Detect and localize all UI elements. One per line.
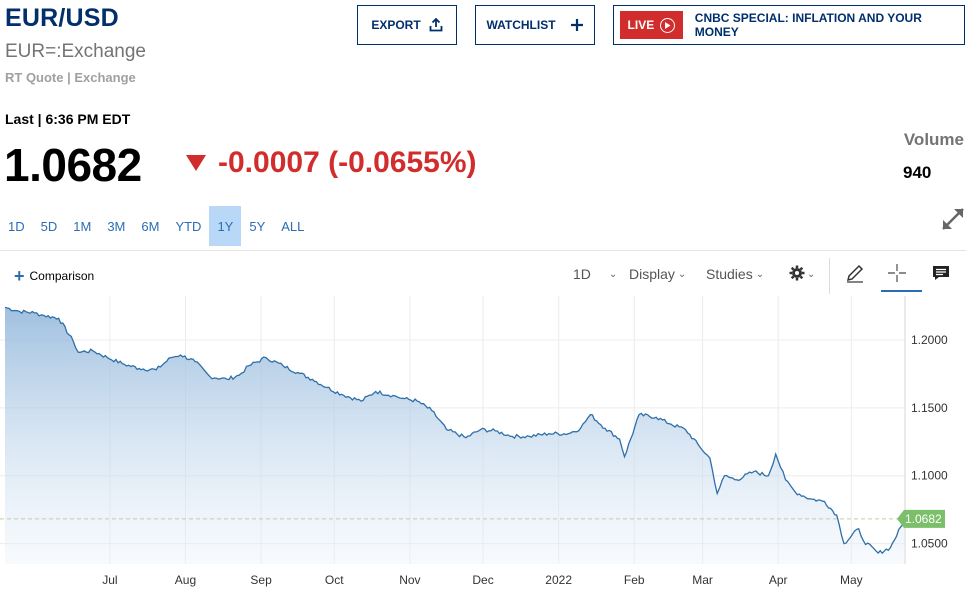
- watchlist-label: WATCHLIST: [486, 18, 556, 32]
- range-3m[interactable]: 3M: [107, 218, 126, 234]
- range-ytd[interactable]: YTD: [175, 218, 202, 234]
- price-line: [4, 306, 906, 555]
- last-trade-time: Last | 6:36 PM EDT: [5, 111, 131, 127]
- gear-icon: [789, 265, 805, 284]
- play-circle-icon: [660, 17, 676, 33]
- interval-dropdown[interactable]: 1D ⌄: [573, 266, 617, 282]
- watchlist-button[interactable]: WATCHLIST: [475, 5, 595, 45]
- x-tick-label: Nov: [399, 573, 420, 587]
- upload-icon: [429, 18, 443, 32]
- volume-label: Volume: [903, 130, 964, 149]
- live-stream-button[interactable]: LIVE CNBC SPECIAL: INFLATION AND YOUR MO…: [613, 5, 965, 45]
- volume-value: 940: [903, 163, 932, 182]
- range-1m[interactable]: 1M: [73, 218, 92, 234]
- display-dropdown[interactable]: Display ⌄: [629, 266, 686, 282]
- x-tick-label: Apr: [769, 573, 788, 587]
- comment-icon[interactable]: [928, 262, 954, 284]
- x-tick-label: Mar: [692, 573, 713, 587]
- plus-icon: +: [14, 266, 25, 286]
- interval-value: 1D: [573, 266, 591, 282]
- live-title: CNBC SPECIAL: INFLATION AND YOUR MONEY: [694, 11, 922, 39]
- live-badge: LIVE: [620, 11, 683, 39]
- toolbar-divider: [829, 258, 830, 294]
- down-arrow-icon: [186, 155, 206, 171]
- price-chart[interactable]: 1.0500 1.1000 1.1500 1.2000 Jul Aug Sep Oct Nov…: [0, 296, 980, 592]
- range-1y[interactable]: 1Y: [209, 206, 242, 246]
- divider: [0, 250, 966, 251]
- studies-dropdown[interactable]: Studies ⌄: [706, 266, 764, 282]
- chevron-down-icon: ⌄: [677, 268, 687, 280]
- settings-dropdown[interactable]: ⌄: [789, 265, 815, 284]
- chevron-down-icon: ⌄: [608, 268, 618, 280]
- y-tick-label: 1.0500: [911, 537, 948, 551]
- price-change-value: -0.0007 (-0.0655%): [218, 146, 477, 179]
- last-price: 1.0682: [4, 139, 142, 191]
- x-tick-label: Oct: [325, 573, 344, 587]
- current-price-tag: 1.0682: [897, 509, 945, 528]
- exchange-label: EUR=:Exchange: [5, 41, 146, 62]
- range-all[interactable]: ALL: [281, 218, 305, 234]
- expand-arrows-icon[interactable]: [940, 206, 966, 232]
- x-tick-label: Feb: [624, 573, 645, 587]
- export-label: EXPORT: [371, 18, 421, 32]
- plus-icon: [570, 18, 584, 32]
- x-tick-label: Sep: [250, 573, 272, 587]
- price-change: -0.0007 (-0.0655%): [186, 146, 477, 180]
- comparison-label: Comparison: [29, 269, 95, 283]
- active-tool-indicator: [881, 290, 922, 292]
- price-area: [5, 307, 905, 564]
- y-tick-label: 1.2000: [911, 333, 948, 347]
- x-tick-label: 2022: [545, 573, 572, 587]
- range-6m[interactable]: 6M: [141, 218, 160, 234]
- symbol-title: EUR/USD: [5, 4, 119, 32]
- y-tick-label: 1.1500: [911, 401, 948, 415]
- pencil-icon[interactable]: [842, 262, 868, 284]
- chevron-down-icon: ⌄: [755, 268, 765, 280]
- range-5y[interactable]: 5Y: [249, 218, 266, 234]
- studies-label: Studies: [706, 266, 753, 282]
- chevron-down-icon: ⌄: [807, 269, 816, 280]
- x-tick-label: Jul: [102, 573, 117, 587]
- live-badge-label: LIVE: [627, 18, 655, 32]
- x-tick-label: May: [840, 573, 863, 587]
- x-tick-label: Aug: [175, 573, 196, 587]
- current-price-tag-label: 1.0682: [905, 512, 942, 526]
- display-label: Display: [629, 266, 675, 282]
- range-1d[interactable]: 1D: [8, 218, 25, 234]
- export-button[interactable]: EXPORT: [357, 5, 457, 45]
- quote-type: RT Quote | Exchange: [5, 70, 136, 85]
- range-selector: 1D 5D 1M 3M 6M YTD 1Y 5Y ALL: [0, 206, 312, 246]
- crosshair-icon[interactable]: [884, 262, 910, 284]
- x-tick-label: Dec: [472, 573, 493, 587]
- comparison-button[interactable]: + Comparison: [14, 266, 95, 286]
- range-5d[interactable]: 5D: [40, 218, 58, 234]
- y-tick-label: 1.1000: [911, 469, 948, 483]
